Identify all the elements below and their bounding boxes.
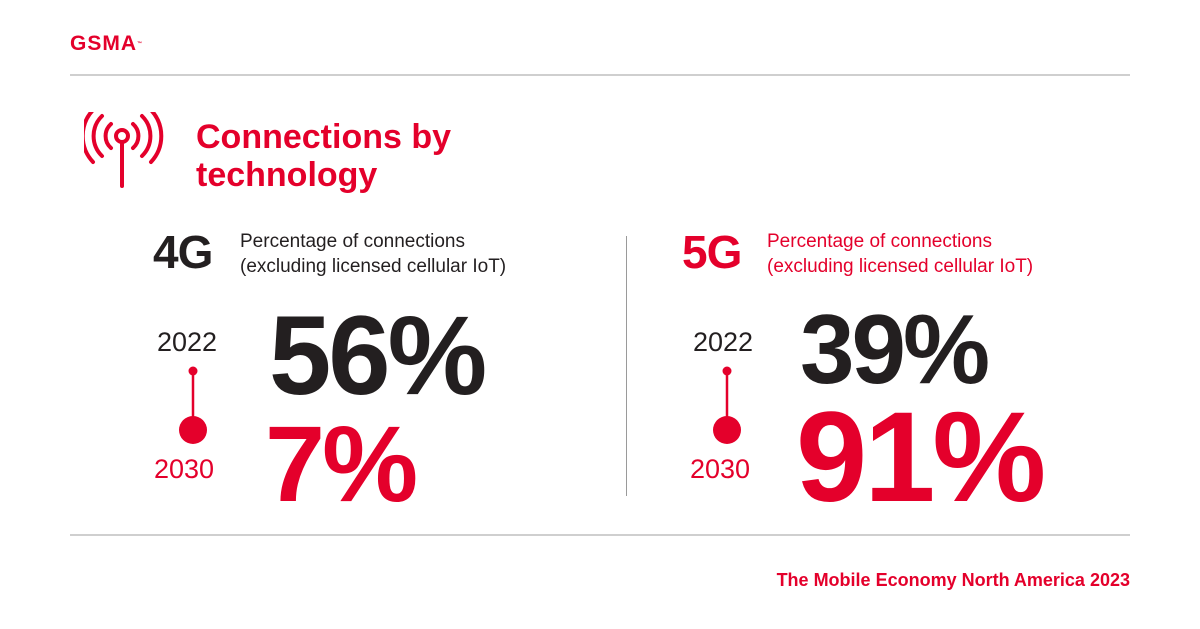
gsma-logo: GSMA™ <box>70 32 142 55</box>
description-4g-line-2: (excluding licensed cellular IoT) <box>240 256 507 277</box>
top-divider <box>70 74 1130 76</box>
value-end-4g: 7% <box>265 403 418 524</box>
tech-label-4g: 4G <box>153 226 213 278</box>
value-start-4g: 56% <box>269 293 487 418</box>
timeline-connector-4g <box>179 366 207 444</box>
timeline-end-dot <box>179 416 207 444</box>
footer-source: The Mobile Economy North America 2023 <box>776 570 1130 590</box>
description-4g: Percentage of connections (excluding lic… <box>240 229 506 279</box>
year-end-5g: 2030 <box>690 454 751 484</box>
description-4g-line-1: Percentage of connections <box>240 231 465 252</box>
tech-label-5g: 5G <box>682 226 742 278</box>
year-start-4g: 2022 <box>157 327 218 357</box>
antenna-signal-icon <box>84 112 164 188</box>
page-title: Connections by technology <box>196 118 451 194</box>
panel-divider <box>626 236 627 496</box>
bottom-divider <box>70 534 1130 536</box>
value-start-5g: 39% <box>800 294 990 404</box>
value-end-5g: 91% <box>796 386 1046 529</box>
year-end-4g: 2030 <box>154 454 215 484</box>
description-5g-line-2: (excluding licensed cellular IoT) <box>767 256 1034 277</box>
title-line-2: technology <box>196 156 378 194</box>
logo-text: GSMA <box>70 32 137 55</box>
description-5g: Percentage of connections (excluding lic… <box>767 229 1033 279</box>
timeline-end-dot <box>713 416 741 444</box>
logo-trademark: ™ <box>137 41 142 47</box>
description-5g-line-1: Percentage of connections <box>767 231 992 252</box>
title-line-1: Connections by <box>196 118 452 156</box>
timeline-connector-5g <box>713 366 741 444</box>
year-start-5g: 2022 <box>693 327 754 357</box>
